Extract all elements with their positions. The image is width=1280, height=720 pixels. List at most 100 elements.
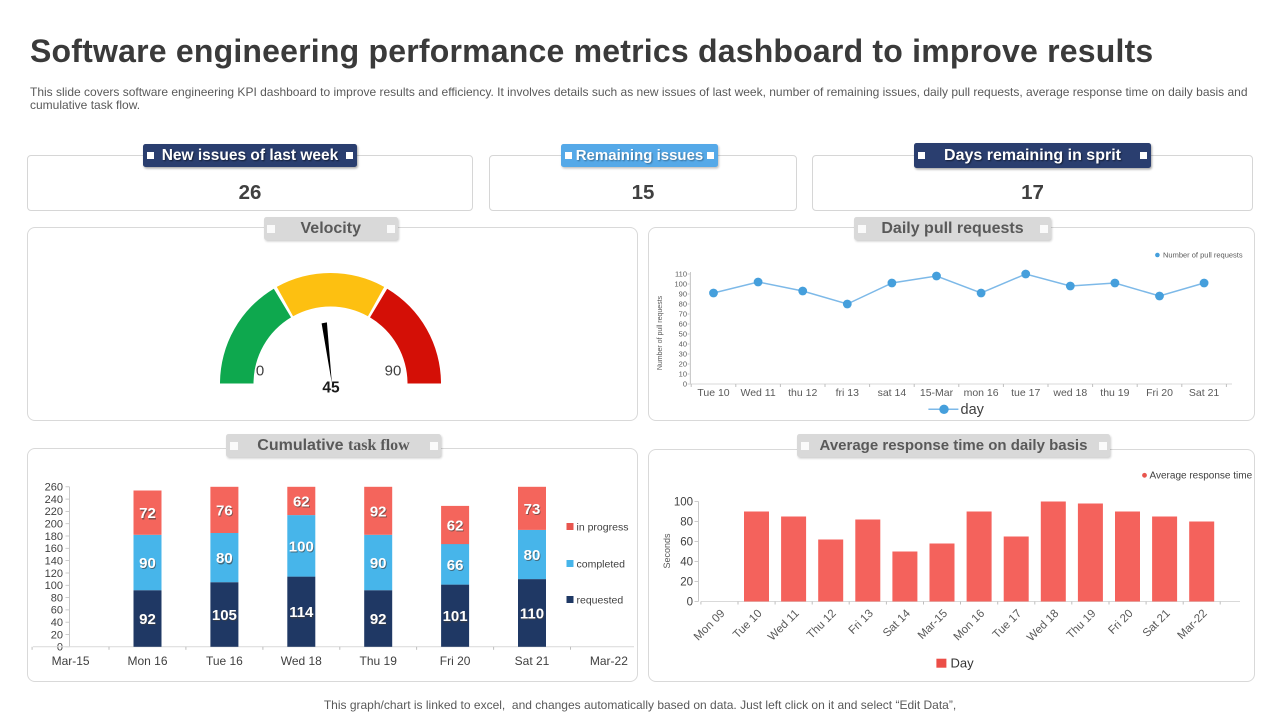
svg-text:20: 20 — [680, 577, 693, 589]
svg-text:Mar-22: Mar-22 — [1176, 608, 1210, 642]
svg-text:76: 76 — [216, 502, 233, 519]
svg-text:40: 40 — [679, 340, 687, 349]
svg-text:Mar-22: Mar-22 — [590, 654, 628, 668]
svg-text:completed: completed — [577, 559, 626, 571]
svg-text:80: 80 — [216, 550, 233, 567]
svg-text:fri 13: fri 13 — [836, 387, 860, 399]
svg-text:day: day — [961, 402, 985, 418]
svg-text:101: 101 — [443, 609, 468, 626]
svg-text:160: 160 — [45, 543, 63, 555]
svg-text:Thu 12: Thu 12 — [805, 608, 839, 642]
svg-text:66: 66 — [447, 557, 464, 574]
svg-text:80: 80 — [51, 592, 63, 604]
svg-text:Tue 16: Tue 16 — [206, 654, 243, 668]
svg-text:92: 92 — [140, 612, 157, 629]
svg-text:76: 76 — [217, 504, 234, 521]
svg-text:100: 100 — [290, 540, 315, 557]
svg-text:Tue 10: Tue 10 — [731, 608, 765, 642]
svg-text:90: 90 — [370, 555, 387, 572]
svg-text:45: 45 — [322, 380, 340, 397]
svg-text:0: 0 — [687, 597, 693, 609]
svg-text:Sat 21: Sat 21 — [1141, 608, 1173, 640]
svg-text:wed 18: wed 18 — [1052, 387, 1087, 399]
svg-text:0: 0 — [57, 642, 63, 654]
svg-text:thu 12: thu 12 — [788, 387, 817, 399]
svg-text:Sat 14: Sat 14 — [881, 607, 913, 639]
svg-text:Mar-15: Mar-15 — [916, 608, 950, 642]
svg-text:80: 80 — [680, 517, 693, 529]
svg-text:100: 100 — [45, 580, 63, 592]
svg-text:Sat 21: Sat 21 — [515, 654, 550, 668]
svg-text:thu 19: thu 19 — [1100, 387, 1129, 399]
svg-text:114: 114 — [289, 604, 314, 621]
svg-text:105: 105 — [213, 608, 238, 625]
svg-text:220: 220 — [45, 506, 63, 518]
svg-text:80: 80 — [524, 547, 541, 564]
svg-text:mon 16: mon 16 — [964, 387, 999, 399]
svg-text:Mon 09: Mon 09 — [692, 608, 728, 644]
svg-text:92: 92 — [139, 611, 156, 628]
svg-text:110: 110 — [520, 606, 544, 623]
svg-text:Tue 17: Tue 17 — [991, 608, 1025, 642]
svg-text:Day: Day — [951, 656, 975, 671]
svg-text:180: 180 — [45, 531, 63, 543]
svg-text:73: 73 — [524, 502, 541, 519]
svg-text:40: 40 — [51, 617, 63, 629]
svg-text:Fri 20: Fri 20 — [1106, 608, 1135, 637]
svg-text:Thu 19: Thu 19 — [1065, 608, 1099, 642]
svg-text:Number of pull requests: Number of pull requests — [1163, 251, 1243, 260]
svg-text:Wed 18: Wed 18 — [1025, 608, 1061, 644]
svg-text:15-Mar: 15-Mar — [920, 387, 954, 399]
svg-text:Fri 20: Fri 20 — [440, 654, 471, 668]
svg-text:90: 90 — [371, 556, 388, 573]
svg-text:30: 30 — [679, 350, 687, 359]
svg-text:73: 73 — [524, 501, 541, 518]
svg-text:10: 10 — [679, 370, 687, 379]
svg-text:Fri 13: Fri 13 — [847, 608, 876, 637]
svg-text:Average response time: Average response time — [1150, 470, 1253, 481]
svg-text:Fri 20: Fri 20 — [1146, 387, 1173, 399]
svg-text:70: 70 — [679, 310, 687, 319]
svg-text:90: 90 — [679, 290, 687, 299]
svg-text:60: 60 — [680, 537, 693, 549]
svg-text:50: 50 — [679, 330, 687, 339]
svg-text:72: 72 — [140, 506, 157, 523]
svg-text:Wed 18: Wed 18 — [281, 654, 322, 668]
svg-text:60: 60 — [679, 320, 687, 329]
svg-text:60: 60 — [51, 605, 63, 617]
svg-text:requested: requested — [577, 595, 624, 607]
svg-text:100: 100 — [674, 280, 687, 289]
svg-text:62: 62 — [294, 495, 311, 512]
svg-text:Mon 16: Mon 16 — [127, 654, 167, 668]
svg-text:sat 14: sat 14 — [878, 387, 907, 399]
svg-text:90: 90 — [140, 556, 157, 573]
svg-text:Mar-15: Mar-15 — [52, 654, 90, 668]
svg-text:80: 80 — [524, 548, 541, 565]
svg-text:72: 72 — [139, 505, 156, 522]
svg-text:Sat 21: Sat 21 — [1189, 387, 1220, 399]
svg-text:92: 92 — [370, 503, 387, 520]
svg-text:240: 240 — [45, 494, 63, 506]
svg-text:260: 260 — [45, 482, 63, 494]
svg-text:Tue 10: Tue 10 — [697, 387, 729, 399]
svg-text:100: 100 — [674, 497, 693, 509]
svg-text:20: 20 — [679, 360, 687, 369]
svg-text:80: 80 — [679, 300, 687, 309]
svg-text:in progress: in progress — [577, 522, 629, 534]
svg-text:tue 17: tue 17 — [1011, 387, 1040, 399]
svg-text:92: 92 — [370, 611, 387, 628]
svg-text:Wed 11: Wed 11 — [766, 608, 802, 644]
svg-text:110: 110 — [521, 607, 545, 624]
svg-text:Number of pull requests: Number of pull requests — [657, 295, 664, 370]
svg-text:120: 120 — [45, 568, 63, 580]
svg-text:101: 101 — [443, 608, 468, 625]
svg-text:62: 62 — [293, 494, 310, 511]
svg-text:0: 0 — [683, 380, 687, 389]
svg-text:Mon 16: Mon 16 — [952, 608, 988, 644]
svg-text:92: 92 — [371, 505, 388, 522]
svg-text:66: 66 — [448, 558, 465, 575]
svg-text:90: 90 — [139, 555, 156, 572]
svg-text:200: 200 — [45, 519, 63, 531]
svg-text:62: 62 — [448, 519, 465, 536]
svg-text:Wed 11: Wed 11 — [740, 387, 775, 399]
